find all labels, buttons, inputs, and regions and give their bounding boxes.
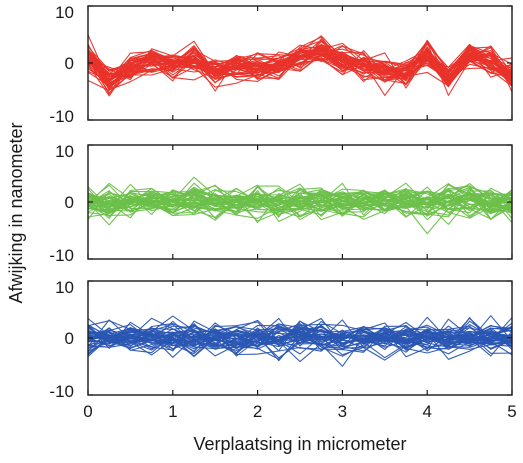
series-line xyxy=(88,315,512,355)
series-line xyxy=(88,190,512,214)
x-tick-label: 5 xyxy=(507,402,516,421)
panel-green: 10 0 -10 xyxy=(49,142,513,265)
series-line xyxy=(88,318,512,357)
y-tick-label: 0 xyxy=(65,193,74,212)
x-axis-ticks: 0 1 2 3 4 5 xyxy=(83,402,516,421)
panel-blue-lines xyxy=(88,315,512,367)
series-line xyxy=(88,327,512,350)
y-tick-label: 0 xyxy=(65,54,74,73)
series-line xyxy=(88,46,512,82)
y-tick-label: 10 xyxy=(55,278,74,297)
y-tick-label: -10 xyxy=(49,382,74,401)
panel-blue: 10 0 -10 xyxy=(49,278,513,401)
panel-red-lines xyxy=(88,34,512,97)
x-tick-label: 2 xyxy=(253,402,262,421)
series-line xyxy=(88,324,512,349)
series-line xyxy=(88,185,512,220)
chart-panels: 10 0 -10 10 0 -10 10 0 -10 xyxy=(49,3,513,401)
series-line xyxy=(88,327,512,347)
y-tick-label: -10 xyxy=(49,246,74,265)
x-tick-label: 4 xyxy=(422,402,431,421)
series-line xyxy=(88,50,512,88)
y-tick-label: 0 xyxy=(65,329,74,348)
series-line xyxy=(88,184,512,220)
series-line xyxy=(88,191,512,218)
series-line xyxy=(88,186,512,219)
panel-red: 10 0 -10 xyxy=(49,3,513,126)
y-tick-label: -10 xyxy=(49,107,74,126)
series-line xyxy=(88,321,512,356)
series-line xyxy=(88,48,512,92)
x-axis-label: Verplaatsing in micrometer xyxy=(193,434,406,454)
x-tick-label: 3 xyxy=(338,402,347,421)
series-line xyxy=(88,34,512,84)
y-tick-label: 10 xyxy=(55,3,74,22)
series-line xyxy=(88,317,512,356)
series-line xyxy=(88,184,512,213)
series-line xyxy=(88,42,512,83)
x-tick-label: 1 xyxy=(168,402,177,421)
x-tick-label: 0 xyxy=(83,402,92,421)
y-axis-label: Afwijking in nanometer xyxy=(6,122,26,303)
series-line xyxy=(88,41,512,96)
panel-green-lines xyxy=(88,176,512,235)
y-tick-label: 10 xyxy=(55,142,74,161)
